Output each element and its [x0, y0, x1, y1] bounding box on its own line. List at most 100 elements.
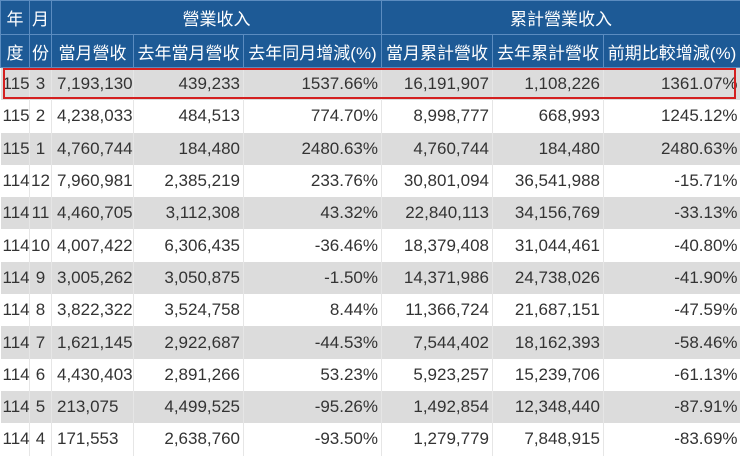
cumulative-change-cell: -15.71%	[604, 165, 740, 197]
cumulative-change-cell: -47.59%	[604, 294, 740, 326]
monthly-revenue-cell: 7,960,981	[52, 165, 134, 197]
header-cumulative-change: 前期比較增減(%)	[604, 35, 740, 68]
monthly-revenue-cell: 3,005,262	[52, 262, 134, 294]
last-year-cumulative-cell: 184,480	[493, 133, 604, 165]
cumulative-revenue-cell: 1,279,779	[382, 423, 493, 455]
cumulative-revenue-cell: 7,544,402	[382, 326, 493, 358]
last-year-cumulative-cell: 34,156,769	[493, 197, 604, 229]
month-cell: 12	[30, 165, 52, 197]
header-year-bottom: 度	[1, 35, 30, 68]
header-group-cumulative: 累計營業收入	[382, 1, 740, 35]
last-year-revenue-cell: 3,050,875	[134, 262, 244, 294]
header-yoy-change: 去年同月增減(%)	[244, 35, 382, 68]
year-cell: 114	[1, 229, 30, 261]
cumulative-change-cell: -83.69%	[604, 423, 740, 455]
cumulative-revenue-cell: 8,998,777	[382, 100, 493, 132]
last-year-cumulative-cell: 12,348,440	[493, 391, 604, 423]
header-month-bottom: 份	[30, 35, 52, 68]
last-year-cumulative-cell: 24,738,026	[493, 262, 604, 294]
table-header: 年 月 營業收入 累計營業收入 度 份 當月營收 去年當月營收 去年同月增減(%…	[1, 1, 740, 68]
header-monthly-revenue: 當月營收	[52, 35, 134, 68]
last-year-revenue-cell: 2,922,687	[134, 326, 244, 358]
last-year-cumulative-cell: 31,044,461	[493, 229, 604, 261]
yoy-change-cell: -36.46%	[244, 229, 382, 261]
header-year-top: 年	[1, 1, 30, 35]
yoy-change-cell: -95.26%	[244, 391, 382, 423]
monthly-revenue-cell: 4,238,033	[52, 100, 134, 132]
monthly-revenue-cell: 171,553	[52, 423, 134, 455]
last-year-revenue-cell: 3,112,308	[134, 197, 244, 229]
yoy-change-cell: -44.53%	[244, 326, 382, 358]
yoy-change-cell: 233.76%	[244, 165, 382, 197]
cumulative-change-cell: 2480.63%	[604, 133, 740, 165]
cumulative-change-cell: -40.80%	[604, 229, 740, 261]
cumulative-revenue-cell: 4,760,744	[382, 133, 493, 165]
header-month-top: 月	[30, 1, 52, 35]
month-cell: 3	[30, 68, 52, 101]
cumulative-change-cell: -58.46%	[604, 326, 740, 358]
yoy-change-cell: 2480.63%	[244, 133, 382, 165]
cumulative-change-cell: -61.13%	[604, 359, 740, 391]
cumulative-change-cell: 1361.07%	[604, 68, 740, 101]
last-year-cumulative-cell: 36,541,988	[493, 165, 604, 197]
last-year-revenue-cell: 6,306,435	[134, 229, 244, 261]
month-cell: 1	[30, 133, 52, 165]
monthly-revenue-cell: 7,193,130	[52, 68, 134, 101]
cumulative-revenue-cell: 22,840,113	[382, 197, 493, 229]
month-cell: 7	[30, 326, 52, 358]
month-cell: 10	[30, 229, 52, 261]
monthly-revenue-cell: 4,460,705	[52, 197, 134, 229]
monthly-revenue-cell: 213,075	[52, 391, 134, 423]
monthly-revenue-cell: 4,007,422	[52, 229, 134, 261]
header-cumulative-revenue: 當月累計營收	[382, 35, 493, 68]
cumulative-revenue-cell: 14,371,986	[382, 262, 493, 294]
cumulative-revenue-cell: 1,492,854	[382, 391, 493, 423]
year-cell: 114	[1, 165, 30, 197]
month-cell: 5	[30, 391, 52, 423]
cumulative-revenue-cell: 30,801,094	[382, 165, 493, 197]
last-year-cumulative-cell: 21,687,151	[493, 294, 604, 326]
cumulative-revenue-cell: 16,191,907	[382, 68, 493, 101]
last-year-revenue-cell: 3,524,758	[134, 294, 244, 326]
last-year-cumulative-cell: 15,239,706	[493, 359, 604, 391]
last-year-cumulative-cell: 18,162,393	[493, 326, 604, 358]
last-year-cumulative-cell: 1,108,226	[493, 68, 604, 101]
last-year-revenue-cell: 439,233	[134, 68, 244, 101]
monthly-revenue-cell: 4,760,744	[52, 133, 134, 165]
monthly-revenue-cell: 1,621,145	[52, 326, 134, 358]
year-cell: 115	[1, 100, 30, 132]
yoy-change-cell: 774.70%	[244, 100, 382, 132]
monthly-revenue-cell: 4,430,403	[52, 359, 134, 391]
year-cell: 114	[1, 423, 30, 455]
month-cell: 8	[30, 294, 52, 326]
yoy-change-cell: -1.50%	[244, 262, 382, 294]
last-year-revenue-cell: 184,480	[134, 133, 244, 165]
yoy-change-cell: 43.32%	[244, 197, 382, 229]
yoy-change-cell: 53.23%	[244, 359, 382, 391]
header-last-year-monthly-revenue: 去年當月營收	[134, 35, 244, 68]
last-year-revenue-cell: 4,499,525	[134, 391, 244, 423]
month-cell: 4	[30, 423, 52, 455]
last-year-revenue-cell: 484,513	[134, 100, 244, 132]
month-cell: 6	[30, 359, 52, 391]
month-cell: 2	[30, 100, 52, 132]
cumulative-change-cell: -87.91%	[604, 391, 740, 423]
cumulative-revenue-cell: 18,379,408	[382, 229, 493, 261]
cumulative-change-cell: -41.90%	[604, 262, 740, 294]
cumulative-revenue-cell: 11,366,724	[382, 294, 493, 326]
monthly-revenue-cell: 3,822,322	[52, 294, 134, 326]
year-cell: 114	[1, 391, 30, 423]
year-cell: 115	[1, 133, 30, 165]
month-cell: 11	[30, 197, 52, 229]
